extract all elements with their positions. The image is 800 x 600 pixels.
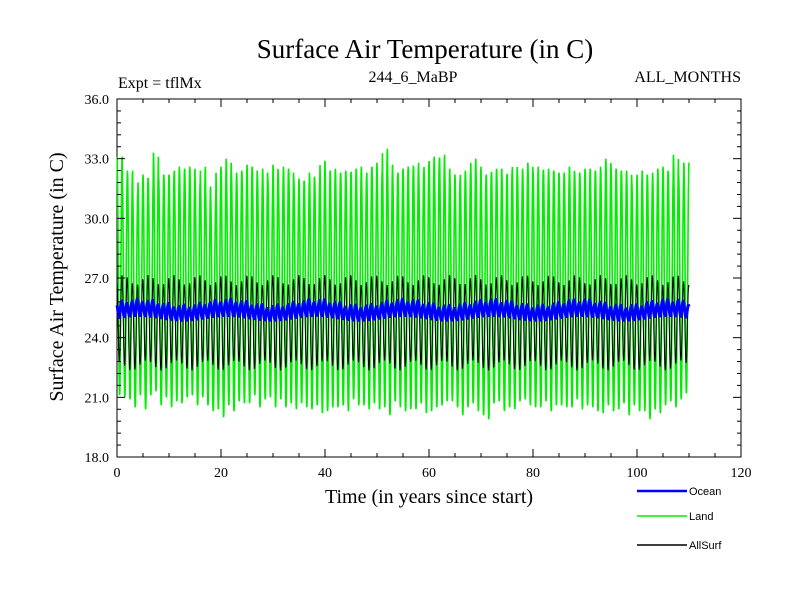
ocean-line — [115, 297, 691, 322]
y-tick-label: 18.0 — [85, 451, 110, 466]
allsurf-line — [116, 274, 690, 371]
legend-label-land: Land — [689, 511, 713, 523]
experiment-label: Expt = tflMx — [118, 75, 202, 92]
y-tick-label: 27.0 — [85, 272, 110, 287]
tick-labels: 0 20 40 60 80 100 120 18.0 21.0 24.0 27.0 30.0 33.0 3… — [85, 93, 752, 481]
x-tick-label: 100 — [627, 466, 648, 481]
months-label: ALL_MONTHS — [634, 69, 741, 86]
y-axis-title: Surface Air Temperature (in C) — [46, 152, 68, 401]
x-tick-label: 60 — [422, 466, 436, 481]
x-tick-label: 0 — [114, 466, 121, 481]
y-tick-label: 21.0 — [85, 391, 110, 406]
y-tick-label: 24.0 — [85, 332, 110, 347]
y-tick-label: 30.0 — [85, 212, 110, 227]
chart-title: Surface Air Temperature (in C) — [257, 34, 594, 64]
allsurf-series — [116, 274, 690, 371]
x-tick-label: 20 — [214, 466, 228, 481]
axes — [116, 98, 742, 458]
legend-label-ocean: Ocean — [689, 486, 721, 498]
y-tick-label: 33.0 — [85, 153, 110, 168]
x-tick-label: 40 — [318, 466, 332, 481]
x-tick-label: 80 — [526, 466, 540, 481]
y-tick-label: 36.0 — [85, 93, 110, 108]
legend-label-allsurf: AllSurf — [689, 540, 722, 552]
x-tick-label: 120 — [731, 466, 752, 481]
period-label: 244_6_MaBP — [369, 69, 458, 86]
ocean-series — [115, 297, 691, 322]
legend: Ocean Land AllSurf — [637, 486, 722, 552]
x-axis-title: Time (in years since start) — [325, 486, 533, 508]
